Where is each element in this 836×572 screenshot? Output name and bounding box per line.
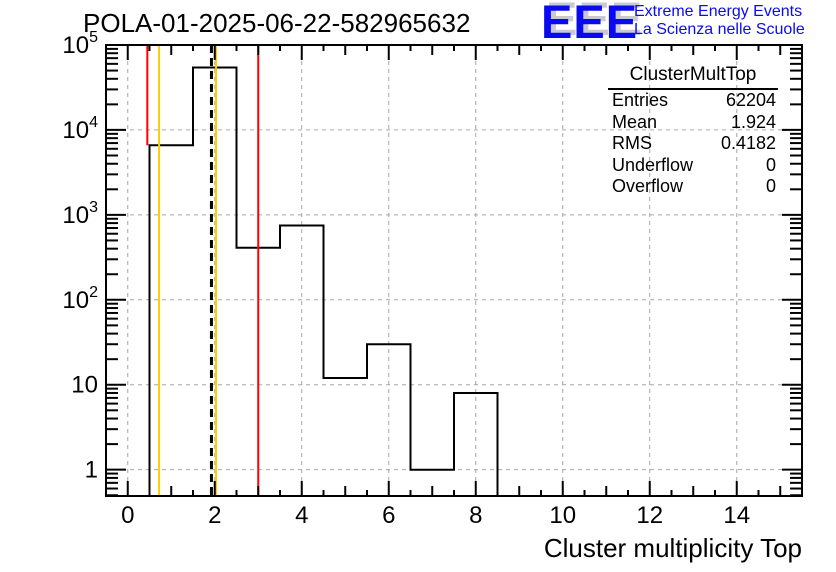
x-tick-label: 12: [636, 502, 663, 529]
y-tick-label: 103: [62, 199, 98, 229]
y-tick-label: 104: [62, 114, 98, 144]
stats-row-value: 1.924: [730, 111, 776, 132]
x-tick-label: 10: [549, 502, 576, 529]
stats-box-title: ClusterMultTop: [608, 64, 778, 90]
stats-row-label: Overflow: [612, 176, 684, 196]
stats-row-label: Mean: [612, 111, 658, 132]
stats-row-label: Entries: [612, 90, 669, 110]
x-tick-label: 14: [723, 502, 750, 529]
stats-row-value: 0: [765, 154, 776, 175]
stats-row-label: Underflow: [612, 154, 694, 175]
eee-logo-line2: La Scienza nelle Scuole: [634, 21, 805, 38]
frame-rect: [105, 44, 803, 497]
y-axis-tick-labels: 1 10 102 103 104 105: [62, 29, 98, 484]
eee-logo-captions: Extreme Energy Events La Scienza nelle S…: [634, 3, 805, 39]
x-tick-label: 8: [469, 502, 482, 529]
gridlines: [106, 45, 802, 496]
y-tick-label: 10: [71, 372, 98, 399]
x-axis-title: Cluster multiplicity Top: [543, 533, 802, 563]
x-tick-label: 0: [121, 502, 134, 529]
stats-row: Underflow 0: [608, 155, 778, 177]
axis-ticks: [107, 44, 801, 497]
stats-row-value: 0.4182: [720, 133, 776, 153]
stats-row: Overflow 0: [608, 176, 778, 198]
stats-row-value: 62204: [725, 90, 776, 110]
x-tick-label: 2: [208, 502, 221, 529]
x-tick-label: 6: [382, 502, 395, 529]
stats-row: Entries 62204: [608, 90, 778, 112]
x-axis-tick-labels: 0 2 4 6 8 10 12 14: [121, 502, 750, 529]
stats-row-value: 0: [765, 176, 776, 196]
marker-lines: [146, 45, 260, 496]
eee-logo-line1: Extreme Energy Events: [634, 3, 803, 20]
stats-row: Mean 1.924: [608, 112, 778, 134]
y-tick-label: 1: [85, 457, 98, 484]
y-tick-label: 105: [62, 29, 98, 59]
plot-frame: [105, 44, 803, 497]
eee-logo: EEE: [541, 0, 639, 48]
stats-box: ClusterMultTop Entries 62204 Mean 1.924 RMS 0…: [608, 64, 778, 198]
stats-box-rows: Entries 62204 Mean 1.924 RMS 0.4182 Underflow 0…: [608, 90, 778, 198]
x-tick-label: 4: [295, 502, 308, 529]
y-tick-label: 102: [62, 284, 98, 314]
plot-title: POLA-01-2025-06-22-582965632: [83, 8, 471, 38]
stats-row: RMS 0.4182: [608, 133, 778, 155]
stats-row-label: RMS: [612, 133, 652, 153]
